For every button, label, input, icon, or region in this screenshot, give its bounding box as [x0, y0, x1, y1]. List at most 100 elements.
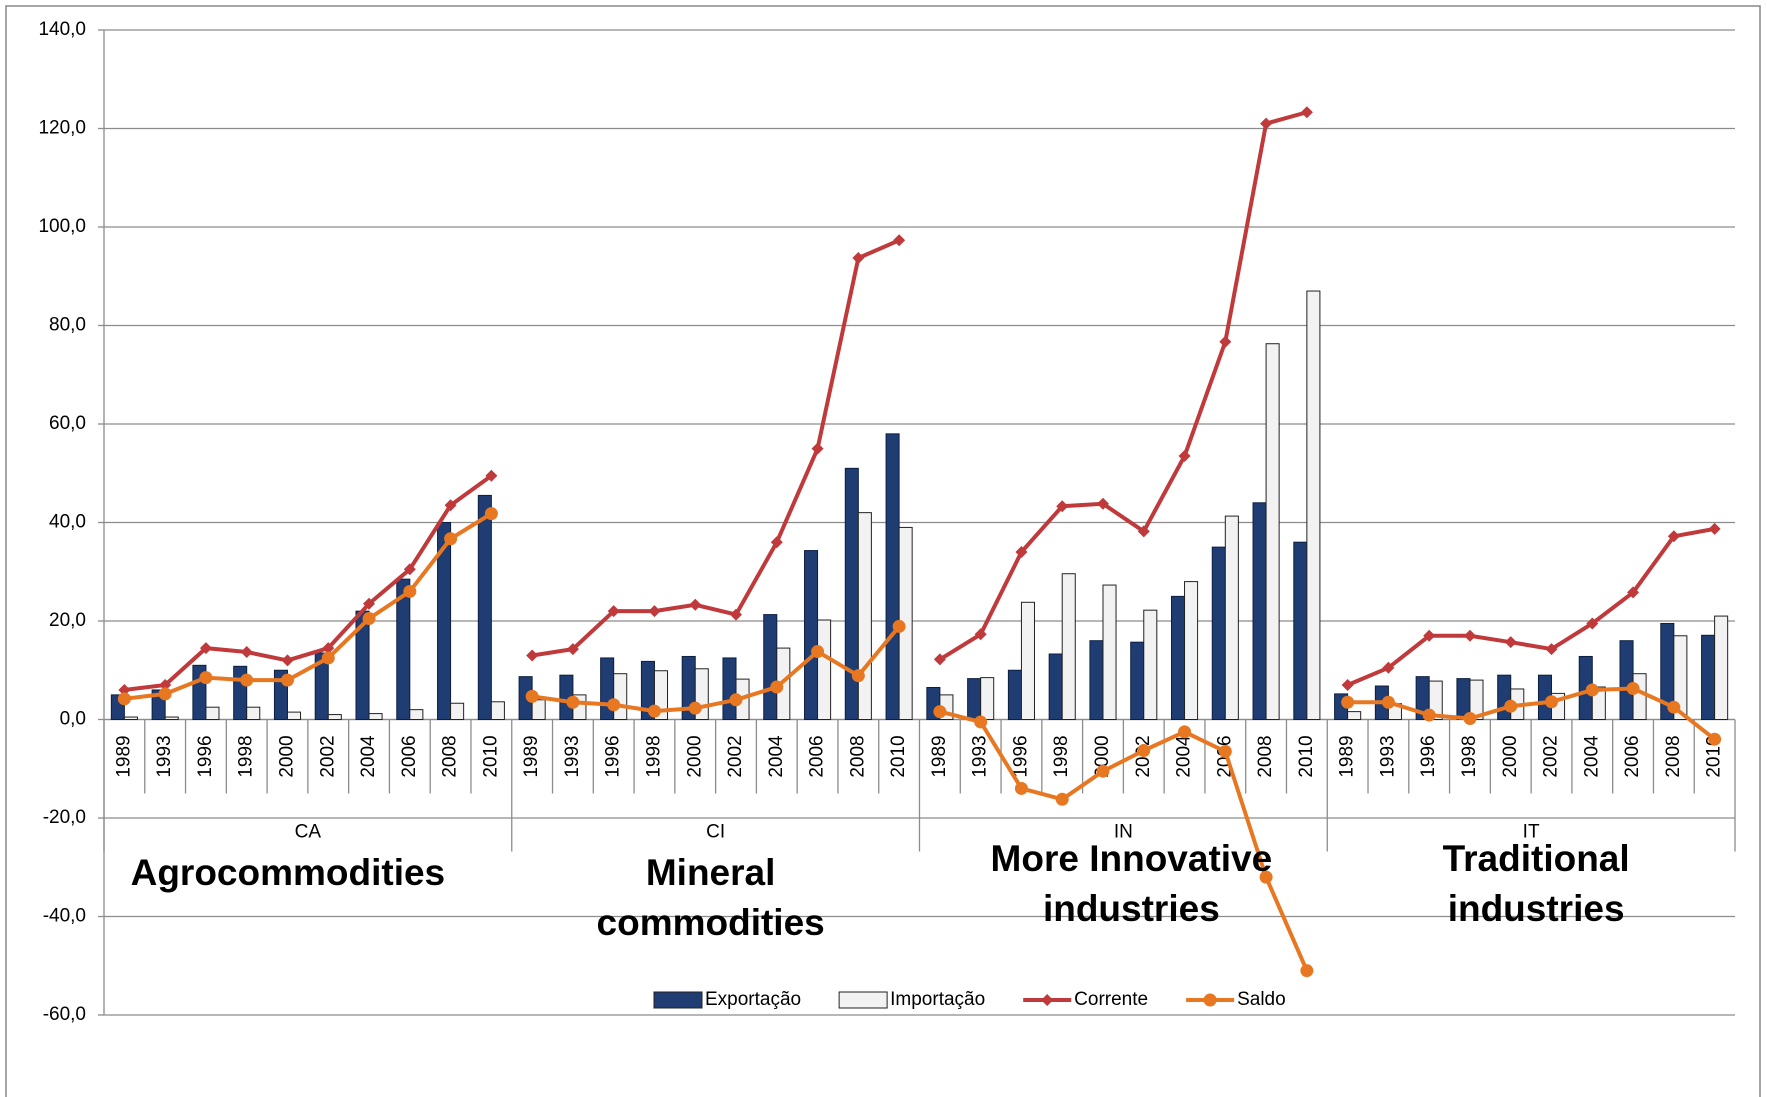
line-marker	[159, 679, 172, 692]
x-tick-label: 2002	[725, 735, 746, 777]
x-tick-label: 2010	[1296, 735, 1317, 777]
group-annotation: Mineral commodities	[596, 852, 825, 943]
bar	[1130, 641, 1145, 720]
line-marker	[1545, 695, 1559, 709]
line-marker	[281, 654, 294, 667]
line-marker	[525, 689, 539, 703]
bar	[885, 433, 900, 720]
group-label: CA	[295, 822, 322, 843]
bar	[1701, 634, 1716, 720]
line-marker	[1667, 700, 1681, 714]
line-marker	[444, 499, 457, 512]
bar	[1007, 669, 1022, 720]
x-tick-label: 2008	[440, 735, 461, 777]
line-marker	[1055, 792, 1069, 806]
line-marker	[892, 619, 906, 633]
line-marker	[852, 252, 865, 265]
x-tick-label: 1993	[1377, 735, 1398, 777]
line-marker	[1096, 764, 1110, 778]
x-tick-label: 1993	[562, 735, 583, 777]
line-marker	[730, 608, 743, 621]
bar	[1048, 653, 1063, 720]
x-tick-label: 1998	[236, 735, 257, 777]
bar	[205, 706, 220, 720]
x-tick-label: 2004	[766, 735, 787, 778]
line-marker	[1627, 586, 1640, 599]
line-marker	[1585, 683, 1599, 697]
x-tick-label: 1996	[195, 735, 216, 777]
chart-border	[5, 5, 1761, 1097]
line-marker	[117, 692, 131, 706]
bar	[804, 550, 819, 721]
y-tick-label: 80,0	[49, 315, 86, 336]
line-marker	[1056, 500, 1069, 513]
bar	[1184, 581, 1199, 720]
line-marker	[1667, 530, 1680, 543]
y-tick-label: 120,0	[38, 118, 86, 139]
x-tick-label: 1993	[154, 735, 175, 777]
line-marker	[403, 584, 417, 598]
line-marker	[811, 645, 825, 659]
line-marker	[851, 669, 865, 683]
bar	[1293, 541, 1308, 721]
bar	[613, 673, 628, 721]
line-marker	[526, 649, 539, 662]
bar	[1619, 640, 1634, 721]
x-tick-label: 1989	[113, 735, 134, 777]
line-marker	[158, 687, 172, 701]
line-marker	[648, 605, 661, 618]
x-tick-label: 2002	[317, 735, 338, 777]
line-marker	[1626, 681, 1640, 695]
line-marker	[1137, 744, 1151, 758]
line-marker	[729, 693, 743, 707]
legend-swatch	[653, 991, 703, 1009]
group-annotation: Traditional industries	[1442, 838, 1630, 929]
line	[1347, 686, 1716, 741]
bar	[817, 619, 832, 721]
x-tick-label: 1998	[643, 735, 664, 777]
line-marker	[118, 683, 131, 696]
line-marker	[607, 698, 621, 712]
x-tick-label: 2002	[1541, 735, 1562, 777]
bar	[1497, 674, 1512, 720]
line-marker	[1423, 629, 1436, 642]
bar	[1265, 343, 1280, 720]
line-marker	[1178, 725, 1192, 739]
line-marker	[770, 680, 784, 694]
x-tick-label: 1998	[1459, 735, 1480, 777]
line	[124, 511, 493, 701]
legend-marker	[1041, 994, 1054, 1006]
line-marker	[444, 532, 458, 546]
line-marker	[403, 563, 416, 576]
line-marker	[1178, 450, 1191, 463]
line-marker	[199, 671, 213, 685]
line-marker	[1014, 781, 1028, 795]
y-tick-label: 60,0	[49, 413, 86, 434]
line-marker	[321, 651, 335, 665]
line-marker	[322, 642, 335, 655]
line-marker	[566, 695, 580, 709]
line-marker	[1545, 643, 1558, 656]
bar	[1673, 635, 1688, 721]
y-tick-label: 40,0	[49, 512, 86, 533]
group-annotation: Agrocommodities	[130, 852, 446, 893]
line	[531, 238, 900, 658]
bar	[763, 614, 778, 720]
bar	[1632, 673, 1647, 721]
bar	[1714, 615, 1729, 721]
line-marker	[1260, 117, 1273, 130]
line-marker	[811, 442, 824, 455]
x-tick-label: 1998	[1051, 735, 1072, 777]
bar	[327, 714, 342, 721]
legend-label: Corrente	[1074, 989, 1148, 1010]
x-tick-label: 2008	[1663, 735, 1684, 777]
bar	[396, 578, 411, 721]
y-tick-label: -20,0	[43, 807, 86, 828]
legend-marker	[1203, 993, 1217, 1007]
group-label: IN	[1114, 822, 1133, 843]
x-tick-label: 2010	[1704, 735, 1725, 777]
x-tick-label: 2010	[888, 735, 909, 777]
line	[124, 474, 493, 692]
y-tick-label: -60,0	[43, 1004, 86, 1025]
line-marker	[1096, 497, 1109, 510]
